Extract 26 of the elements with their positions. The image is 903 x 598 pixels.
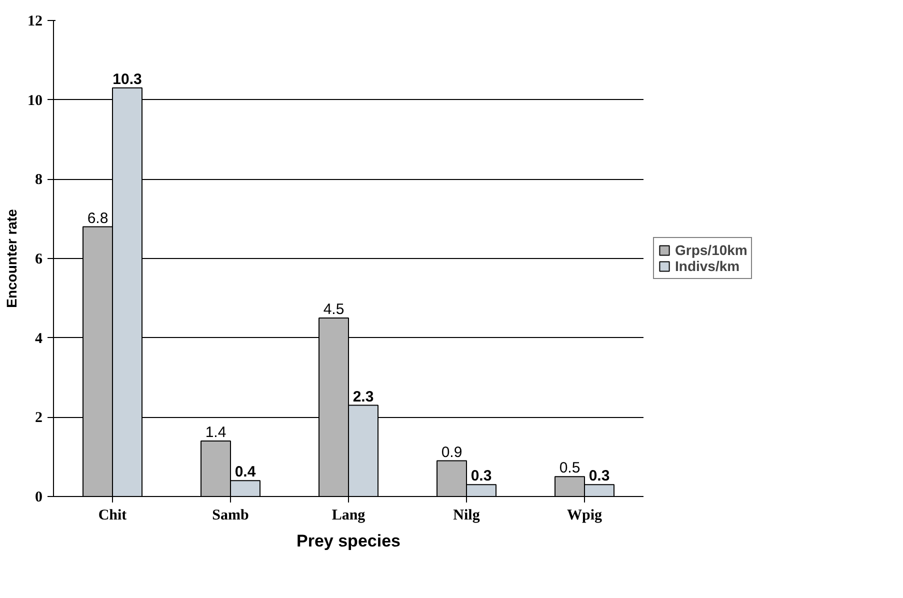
data-label: 1.4 [205,424,226,441]
x-axis-title: Prey species [296,532,400,550]
y-tick-label: 10 [28,92,42,109]
x-tick-label: Samb [212,508,249,524]
data-label: 4.5 [323,301,344,318]
y-tick-label: 6 [35,252,43,268]
y-tick-label: 4 [35,330,43,347]
y-axis-title: Encounter rate [4,208,20,308]
data-label: 2.3 [352,388,374,406]
x-tick-label: Nilg [453,508,480,524]
data-label: 0.9 [441,444,462,461]
y-tick-label: 12 [28,14,42,30]
data-label: 0.5 [559,460,580,477]
data-label: 0.4 [234,464,256,481]
y-tick-label: 0 [35,490,42,506]
x-tick-label: Lang [332,508,366,524]
legend-label: Grps/10km [675,242,748,258]
legend-label: Indivs/km [675,258,740,274]
x-tick-label: Wpig [566,508,603,524]
data-label: 10.3 [112,70,142,88]
data-label: 0.3 [588,468,610,485]
x-tick-label: Chit [98,508,127,524]
data-label: 0.3 [470,468,492,485]
y-tick-label: 2 [35,410,42,426]
y-tick-label: 8 [35,172,42,188]
data-label: 6.8 [87,210,108,227]
